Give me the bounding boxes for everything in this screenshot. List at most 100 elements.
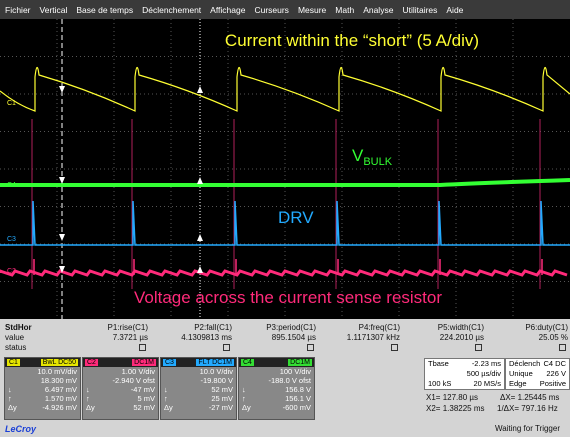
menu-item[interactable]: Mesure [297,4,327,15]
timebase-rate: 20 MS/s [473,379,501,388]
row-symbol: ↓ [8,385,12,394]
menu-item[interactable]: Analyse [363,4,394,15]
acquisition-status: Waiting for Trigger [494,424,560,433]
channel-box[interactable]: C2 DC1M 1.00 V/div -2.940 V ofst ↓ -47 mV ↑ 5 m… [82,357,159,420]
trigger-label: Déclench [509,359,541,368]
brand-link[interactable]: LeCroy [5,424,37,434]
trigger-slope: Positive [539,379,566,388]
channel-row: ↓ 156.8 V [239,385,314,394]
timebase-scale: 500 µs/div [466,369,501,378]
trigger-panel: Déclench C4 DC Unique 226 V Edge Positive [505,358,570,390]
channel-coupling: BwL DC50 [40,359,78,366]
status-icon [139,344,146,351]
scope-display: Current within the “short” (5 A/div) VBU… [0,19,570,319]
trigger-level: 226 V [546,369,566,378]
cursor-arrow [59,234,65,241]
param-name: P4:freq(C1) [358,323,400,332]
menu-item[interactable]: Affichage [210,4,246,15]
menu-item[interactable]: Aide [446,4,464,15]
menu-item[interactable]: Fichier [5,4,31,15]
timebase-row: 100 kS 20 MS/s [425,379,504,389]
channel-row: Δy -27 mV [161,403,236,412]
trace-c2 [0,269,568,277]
row-value: 156.8 V [285,385,311,394]
row-symbol: Δy [164,403,173,412]
channel-label: C4 [241,359,254,366]
channel-box[interactable]: C3 FLT DC1M 10.0 V/div -19.800 V ↓ 52 mV ↑ 25 m… [160,357,237,420]
channel-row: Δy -4.926 mV [5,403,80,412]
timebase-samples: 100 kS [428,379,452,388]
channel-row: Δy -600 mV [239,403,314,412]
menu-item[interactable]: Utilitaires [402,4,438,15]
cursor-arrow [197,234,203,241]
channel-row: ↑ 156.1 V [239,394,314,403]
param-name: P1:rise(C1) [107,323,148,332]
channel-coupling: DC1M [288,359,312,366]
grid [0,19,570,319]
channel-scale: 100 V/div [279,367,311,376]
channel-coupling: DC1M [132,359,156,366]
label: 1/ΔX= [497,404,520,413]
row-symbol: Δy [8,403,17,412]
annotation-drv: DRV [278,208,314,227]
row-symbol: ↑ [86,394,90,403]
channel-header: C4 DC1M [239,358,314,367]
channel-row: ↓ 52 mV [161,385,236,394]
row-value: 25 mV [211,394,233,403]
value: 797.16 Hz [521,404,558,413]
trigger-row: Edge Positive [506,379,569,389]
channel-box[interactable]: C1 BwL DC50 10.0 mV/div 18.300 mV ↓ 6.497 mV ↑… [4,357,81,420]
status-icon [475,344,482,351]
param-value: 7.3721 µs [112,333,148,342]
trace-label: C4 [7,182,16,189]
timebase-delay: -2.23 ms [471,359,501,368]
row-symbol: ↑ [164,394,168,403]
channel-label: C2 [85,359,98,366]
row-symbol: Δy [86,403,95,412]
value: 1.25445 ms [517,393,560,402]
channel-header: C1 BwL DC50 [5,358,80,367]
param-value: 895.1504 µs [271,333,316,342]
trace-label: C1 [7,100,16,107]
row-value: 6.497 mV [44,385,77,394]
param-name: P2:fall(C1) [194,323,232,332]
channel-box[interactable]: C4 DC1M 100 V/div -188.0 V ofst ↓ 156.8 V ↑ 156… [238,357,315,420]
param-name: P3:period(C1) [266,323,316,332]
menu-item[interactable]: Curseurs [254,4,289,15]
menu-item[interactable]: Vertical [39,4,68,15]
channel-offset: -188.0 V ofst [268,376,311,385]
trace-c3 [0,200,570,246]
param-name: P6:duty(C1) [525,323,568,332]
row-value: 52 mV [133,403,155,412]
menu-item[interactable]: Math [335,4,355,15]
channel-header: C3 FLT DC1M [161,358,236,367]
trigger-row: Unique 226 V [506,369,569,379]
trigger-mode: Unique [509,369,533,378]
label: X2= [426,404,441,413]
cursor-arrow [59,266,65,273]
cursor-arrow [197,266,203,273]
status-icon [223,344,230,351]
trace-c1 [0,66,570,112]
row-symbol: ↓ [164,385,168,394]
menu-item[interactable]: Déclenchement [142,4,202,15]
trigger-source: C4 DC [543,359,566,368]
trace-label: C3 [7,236,16,243]
menu-item[interactable]: Base de temps [76,4,134,15]
status-icon [391,344,398,351]
cursor-x1-readout: X1= 127.80 µs [426,393,478,402]
channel-label: C3 [163,359,176,366]
channel-offset: -2.940 V ofst [112,376,155,385]
annotation-vbulk: VBULK [352,146,393,168]
trigger-type: Edge [509,379,527,388]
channel-scale: 1.00 V/div [121,367,155,376]
row-value: -600 mV [282,403,311,412]
channel-offset: -19.800 V [200,376,233,385]
value: 127.80 µs [442,393,479,402]
param-name: P5:width(C1) [437,323,484,332]
row-value: -47 mV [130,385,155,394]
timebase-row: Tbase -2.23 ms [425,359,504,369]
trigger-row: Déclench C4 DC [506,359,569,369]
cursor-arrow [197,177,203,184]
